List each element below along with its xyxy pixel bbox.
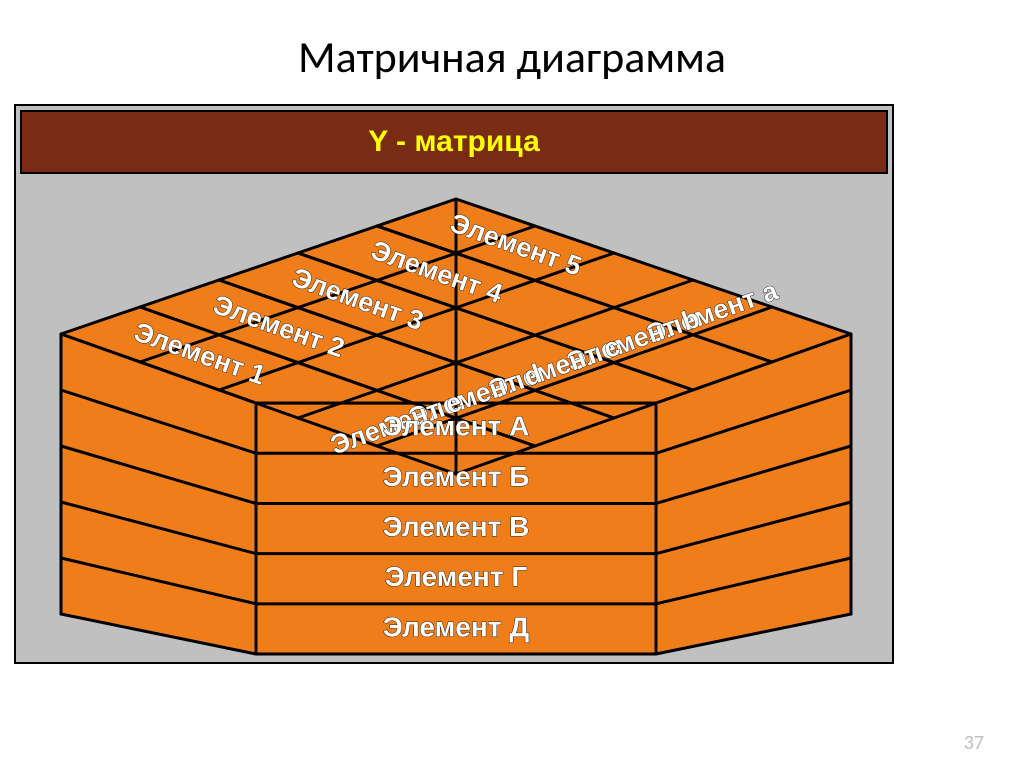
svg-text:Элемент Д: Элемент Д: [383, 611, 530, 642]
matrix-banner: Y - матрица: [20, 110, 888, 174]
diagram-container: Y - матрица Элемент 5Элемент aЭлемент 4Э…: [14, 104, 894, 664]
svg-text:Элемент В: Элемент В: [383, 511, 530, 542]
matrix-3d-shape: Элемент 5Элемент aЭлемент 4Элемент bЭлем…: [16, 184, 892, 662]
banner-text: Y - матрица: [368, 125, 540, 159]
slide-title: Матричная диаграмма: [0, 0, 1024, 104]
page-number: 37: [964, 731, 984, 755]
svg-text:Элемент Б: Элемент Б: [383, 461, 530, 492]
svg-text:Элемент Г: Элемент Г: [385, 561, 528, 592]
svg-text:Элемент А: Элемент А: [383, 411, 530, 442]
